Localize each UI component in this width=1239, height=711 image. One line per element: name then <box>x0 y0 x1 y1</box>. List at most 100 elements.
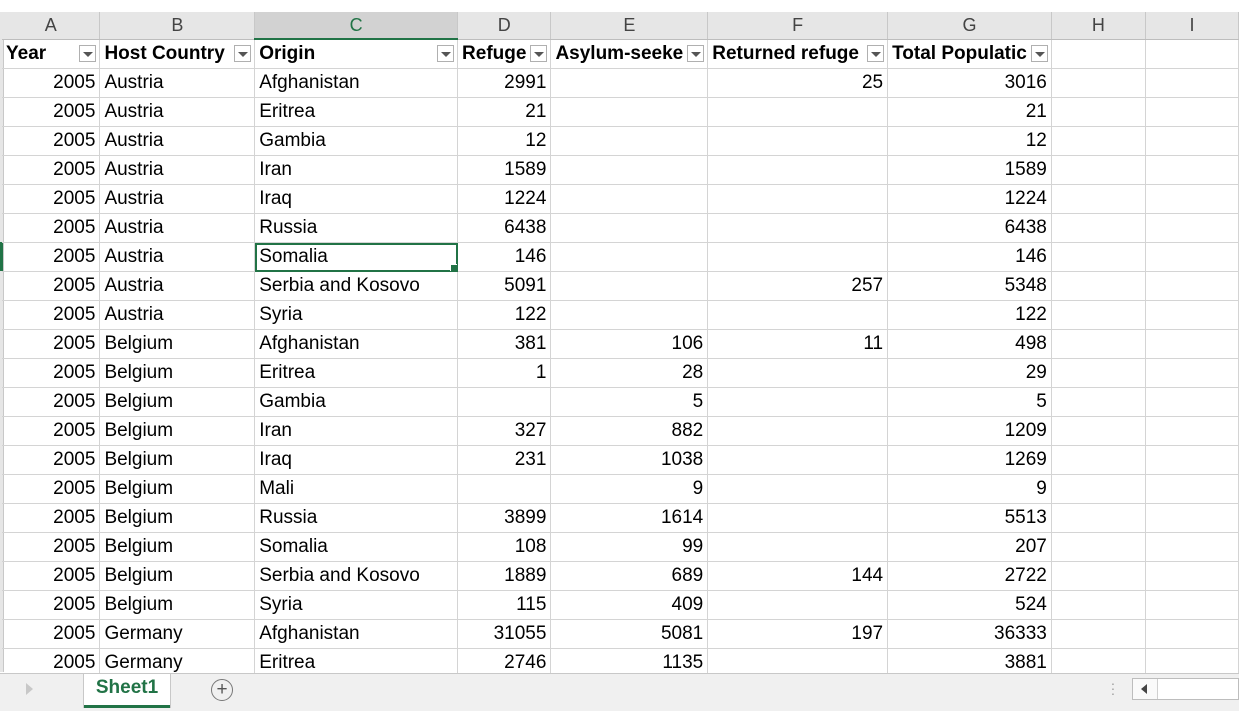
cell[interactable]: 25 <box>707 68 889 98</box>
cell[interactable] <box>707 242 889 272</box>
cell[interactable]: Afghanistan <box>254 68 459 98</box>
cell[interactable]: Gambia <box>254 387 459 417</box>
cell[interactable]: Belgium <box>99 561 256 591</box>
cell[interactable] <box>1051 126 1146 156</box>
header-cell-origin[interactable]: Origin <box>254 39 459 69</box>
column-header[interactable]: I <box>1145 12 1239 40</box>
cell[interactable] <box>707 213 889 243</box>
cell[interactable]: 2005 <box>2 213 101 243</box>
cell[interactable]: 2005 <box>2 590 101 620</box>
cell[interactable]: 1269 <box>887 445 1052 475</box>
cell[interactable]: Russia <box>254 503 459 533</box>
cell[interactable]: 5 <box>550 387 709 417</box>
cell[interactable] <box>1051 619 1146 649</box>
cell[interactable] <box>1145 68 1239 98</box>
cell[interactable]: 2005 <box>2 648 101 673</box>
cell[interactable]: Belgium <box>99 503 256 533</box>
cell[interactable]: 2005 <box>2 126 101 156</box>
cell[interactable]: Eritrea <box>254 358 459 388</box>
cell[interactable]: Austria <box>99 126 256 156</box>
cell[interactable]: Syria <box>254 300 459 330</box>
cell[interactable]: 5 <box>887 387 1052 417</box>
cell[interactable]: 3016 <box>887 68 1052 98</box>
column-header[interactable]: D <box>457 12 552 40</box>
cell[interactable]: 257 <box>707 271 889 301</box>
cell[interactable] <box>1051 184 1146 214</box>
cell[interactable]: 2005 <box>2 358 101 388</box>
scroll-left-icon[interactable] <box>1133 679 1158 699</box>
empty-cell[interactable] <box>1145 39 1239 69</box>
cell[interactable]: 2005 <box>2 416 101 446</box>
cell[interactable]: Belgium <box>99 590 256 620</box>
cell[interactable]: 3899 <box>457 503 552 533</box>
cell[interactable]: 6438 <box>457 213 552 243</box>
cell[interactable]: 2005 <box>2 68 101 98</box>
cell[interactable]: 3881 <box>887 648 1052 673</box>
cell[interactable]: 6438 <box>887 213 1052 243</box>
empty-cell[interactable] <box>1051 39 1146 69</box>
cell[interactable]: 2005 <box>2 619 101 649</box>
cell[interactable]: 2005 <box>2 445 101 475</box>
cell[interactable]: 122 <box>457 300 552 330</box>
cell[interactable]: 9 <box>887 474 1052 504</box>
filter-dropdown-icon[interactable] <box>687 44 705 62</box>
cell[interactable]: Austria <box>99 271 256 301</box>
cell[interactable] <box>707 416 889 446</box>
cell[interactable] <box>550 184 709 214</box>
cell[interactable] <box>1145 590 1239 620</box>
cell[interactable]: 99 <box>550 532 709 562</box>
cell[interactable]: Iraq <box>254 184 459 214</box>
cell[interactable]: Austria <box>99 68 256 98</box>
cell[interactable] <box>1051 445 1146 475</box>
cell[interactable] <box>1145 242 1239 272</box>
cell[interactable]: Austria <box>99 155 256 185</box>
cell[interactable]: Gambia <box>254 126 459 156</box>
cell[interactable] <box>1145 213 1239 243</box>
cell[interactable] <box>1145 503 1239 533</box>
column-header[interactable]: G <box>887 12 1052 40</box>
cell[interactable] <box>550 97 709 127</box>
cell[interactable]: Iraq <box>254 445 459 475</box>
cell[interactable]: 28 <box>550 358 709 388</box>
cell[interactable] <box>707 300 889 330</box>
cell[interactable]: 115 <box>457 590 552 620</box>
cell[interactable]: Russia <box>254 213 459 243</box>
cell[interactable]: Belgium <box>99 358 256 388</box>
cell[interactable]: 1614 <box>550 503 709 533</box>
cell[interactable]: 1589 <box>457 155 552 185</box>
cell[interactable] <box>707 648 889 673</box>
cell[interactable] <box>1145 126 1239 156</box>
cell[interactable]: Afghanistan <box>254 329 459 359</box>
cell[interactable] <box>707 532 889 562</box>
cell[interactable]: Austria <box>99 97 256 127</box>
cell[interactable]: Syria <box>254 590 459 620</box>
cell[interactable]: 12 <box>457 126 552 156</box>
cell[interactable]: 409 <box>550 590 709 620</box>
filter-dropdown-icon[interactable] <box>867 44 885 62</box>
cell[interactable]: Germany <box>99 648 256 673</box>
filter-dropdown-icon[interactable] <box>530 44 548 62</box>
header-cell-total-population[interactable]: Total Populatic <box>887 39 1052 69</box>
cell[interactable]: 29 <box>887 358 1052 388</box>
cell[interactable] <box>1145 416 1239 446</box>
filter-dropdown-icon[interactable] <box>1030 44 1048 62</box>
cell[interactable]: 2005 <box>2 532 101 562</box>
cell[interactable]: 1 <box>457 358 552 388</box>
cell[interactable] <box>550 68 709 98</box>
cell[interactable]: 36333 <box>887 619 1052 649</box>
cell[interactable]: Afghanistan <box>254 619 459 649</box>
cell[interactable]: Belgium <box>99 416 256 446</box>
cell[interactable]: 327 <box>457 416 552 446</box>
cell[interactable] <box>1051 561 1146 591</box>
cell[interactable] <box>550 155 709 185</box>
cell[interactable] <box>1051 648 1146 673</box>
cell[interactable]: Eritrea <box>254 97 459 127</box>
cell[interactable]: 1038 <box>550 445 709 475</box>
cell[interactable] <box>1051 416 1146 446</box>
cell[interactable] <box>1051 68 1146 98</box>
active-cell[interactable]: Somalia <box>254 242 459 272</box>
cell[interactable] <box>707 503 889 533</box>
cell[interactable]: Serbia and Kosovo <box>254 561 459 591</box>
cell[interactable]: Belgium <box>99 445 256 475</box>
cell[interactable] <box>707 126 889 156</box>
